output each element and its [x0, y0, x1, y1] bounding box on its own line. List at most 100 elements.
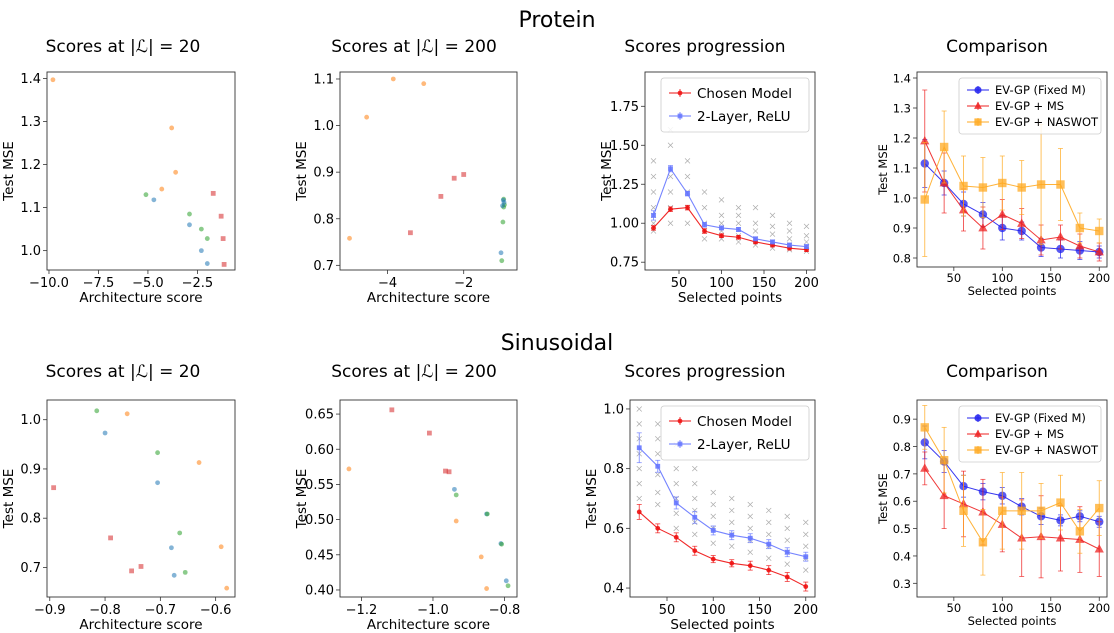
panel-s1: Scores at |ℒ| = 20−0.9 −0.8 −0.7 −0.60.70.8…: [1, 362, 235, 633]
row-title-sinusoidal: Sinusoidal: [501, 331, 614, 356]
data-point: [499, 542, 504, 547]
y-axis-label: Test MSE: [876, 473, 890, 525]
y-tick-label: 1.0: [20, 413, 41, 428]
background-cross: [668, 143, 673, 148]
scatter-series: [389, 407, 451, 474]
data-point: [500, 203, 505, 208]
data-point: [169, 126, 174, 131]
x-tick-label: 200: [1088, 601, 1110, 615]
y-axis-label: Test MSE: [599, 141, 615, 202]
background-cross: [702, 236, 707, 241]
scatter-series: [347, 77, 426, 241]
x-tick-label: −0.6: [200, 603, 232, 618]
background-cross: [711, 514, 716, 519]
background-cross: [803, 520, 808, 525]
x-tick-label: 100: [991, 601, 1013, 615]
series-marker: [998, 507, 1006, 515]
series-marker: [753, 236, 758, 241]
data-point: [199, 227, 204, 232]
data-point: [94, 408, 99, 413]
series-marker: [766, 568, 771, 573]
data-point: [51, 485, 56, 490]
legend-marker: [974, 414, 981, 421]
y-axis-label: Test MSE: [876, 144, 890, 196]
data-point: [504, 578, 509, 583]
x-tick-label: −5.0: [132, 276, 164, 291]
data-point: [454, 519, 459, 524]
background-cross: [692, 532, 697, 537]
y-tick-label: 1.0: [603, 402, 624, 417]
data-point: [103, 431, 108, 436]
series-marker: [940, 143, 948, 151]
y-tick-label: 1.3: [893, 102, 911, 116]
series-line: [925, 147, 1099, 231]
series-marker: [711, 528, 716, 533]
scatter-series: [103, 431, 177, 578]
background-cross: [651, 221, 656, 226]
legend-marker: [678, 442, 683, 447]
data-point: [347, 467, 352, 472]
background-cross: [674, 511, 679, 516]
panel-title: Scores at |ℒ| = 20: [46, 362, 201, 382]
background-cross: [702, 190, 707, 195]
background-cross: [719, 213, 724, 218]
legend: Chosen Model2-Layer, ReLU: [661, 78, 809, 132]
data-point: [501, 220, 506, 225]
legend: EV-GP (Fixed M)EV-GP + MSEV-GP + NASWOT: [959, 78, 1101, 134]
legend-label: EV-GP (Fixed M): [995, 411, 1086, 425]
data-point: [205, 236, 210, 241]
y-axis-label: Test MSE: [584, 469, 600, 530]
legend-marker: [974, 446, 981, 453]
series-marker: [1056, 232, 1065, 240]
series-marker: [978, 223, 987, 231]
series-marker: [736, 227, 741, 232]
y-tick-label: 1.0: [313, 119, 334, 134]
background-cross: [655, 490, 660, 495]
background-cross: [729, 508, 734, 513]
series-marker: [748, 536, 753, 541]
scatter-series: [125, 411, 229, 590]
data-point: [205, 261, 210, 266]
data-point: [438, 194, 443, 199]
background-cross: [651, 190, 656, 195]
series-marker: [674, 535, 679, 540]
panel-s2: Scores at |ℒ| = 200−1.2 −1.0 −0.80.400.450…: [294, 362, 520, 633]
y-tick-label: 1.1: [893, 162, 911, 176]
background-cross: [748, 514, 753, 519]
series-marker: [668, 166, 673, 171]
x-tick-label: −4: [378, 276, 397, 291]
background-cross: [692, 466, 697, 471]
series-marker: [959, 182, 967, 190]
background-cross: [655, 451, 660, 456]
x-tick-label: −1.0: [417, 603, 449, 618]
series-marker: [651, 213, 656, 218]
data-point: [125, 411, 130, 416]
data-point: [211, 191, 216, 196]
panel-p2: Scores at |ℒ| = 200−4 −20.70.80.91.01.1Ar…: [294, 37, 517, 306]
x-tick-label: 100: [701, 603, 726, 618]
series-marker: [651, 226, 656, 231]
x-tick-label: 50: [659, 603, 676, 618]
series-marker: [674, 501, 679, 506]
data-point: [177, 531, 182, 536]
data-point: [144, 192, 149, 197]
legend-label: 2-Layer, ReLU: [697, 437, 791, 453]
x-tick-label: −7.5: [83, 276, 115, 291]
series-marker: [1017, 218, 1026, 226]
legend-label: EV-GP + NASWOT: [995, 443, 1099, 457]
background-cross: [719, 197, 724, 202]
data-point: [155, 450, 160, 455]
legend-marker: [678, 114, 683, 119]
data-point: [499, 258, 504, 263]
series-marker: [1095, 504, 1103, 512]
series-marker: [668, 207, 673, 212]
series-marker: [920, 463, 929, 471]
data-point: [484, 586, 489, 591]
series-marker: [803, 554, 808, 559]
x-axis-label: Architecture score: [79, 617, 202, 633]
background-cross: [803, 544, 808, 549]
background-cross: [685, 158, 690, 163]
y-tick-label: 0.60: [305, 443, 334, 458]
background-cross: [787, 236, 792, 241]
